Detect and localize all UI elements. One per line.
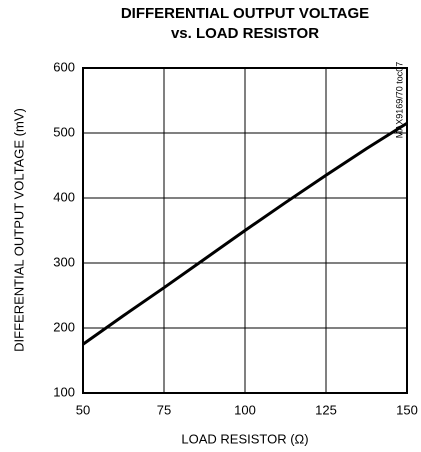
x-tick-label: 50 bbox=[76, 402, 90, 417]
x-axis-label: LOAD RESISTOR (Ω) bbox=[181, 431, 308, 446]
y-tick-label: 500 bbox=[53, 124, 75, 139]
y-tick-label: 200 bbox=[53, 319, 75, 334]
data-line bbox=[82, 121, 408, 346]
y-tick-label: 400 bbox=[53, 189, 75, 204]
annotation: MAX9169/70 toc07 bbox=[394, 62, 404, 139]
x-tick-label: 150 bbox=[396, 402, 418, 417]
y-axis-label: DIFFERENTIAL OUTPUT VOLTAGE (mV) bbox=[11, 108, 26, 352]
y-tick-label: 100 bbox=[53, 384, 75, 399]
x-tick-label: 100 bbox=[234, 402, 256, 417]
chart-subtitle: vs. LOAD RESISTOR bbox=[171, 25, 319, 42]
chart-title: DIFFERENTIAL OUTPUT VOLTAGE bbox=[121, 5, 369, 22]
x-tick-label: 75 bbox=[157, 402, 171, 417]
y-tick-label: 600 bbox=[53, 59, 75, 74]
y-tick-label: 300 bbox=[53, 254, 75, 269]
plot-frame bbox=[82, 67, 408, 394]
x-tick-label: 125 bbox=[315, 402, 337, 417]
